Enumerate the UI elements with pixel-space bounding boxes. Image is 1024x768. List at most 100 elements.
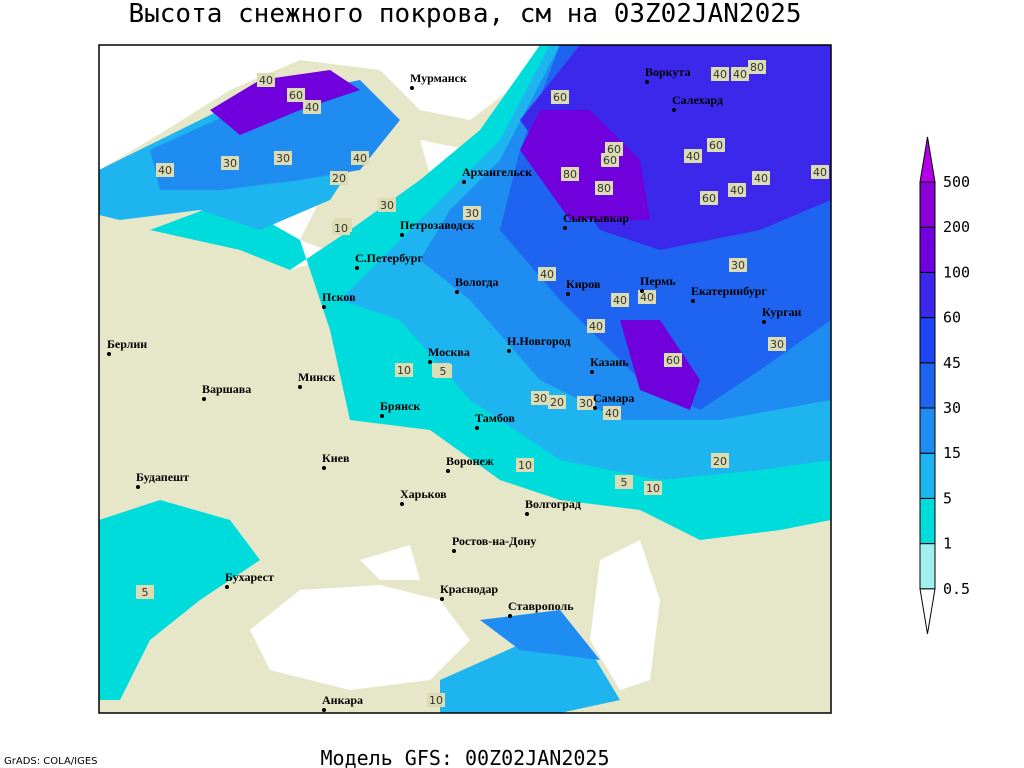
colorbar-box	[919, 362, 936, 409]
contour-label-bg	[595, 181, 613, 195]
contour-label-bg	[711, 454, 729, 468]
contour-label-bg	[684, 149, 702, 163]
contour-label-bg	[395, 363, 413, 377]
credit: GrADS: COLA/IGES	[4, 756, 98, 767]
colorbar-box	[919, 317, 936, 364]
contour-label: 40	[158, 164, 172, 177]
contour-label-bg	[711, 67, 729, 81]
contour-label: 30	[465, 207, 479, 220]
city-label: Екатеринбург	[691, 284, 767, 298]
contour-label: 80	[750, 61, 764, 74]
contour-label-bg	[516, 458, 534, 472]
contour-label-bg	[611, 293, 629, 307]
city-label: Воркута	[645, 65, 690, 79]
city-label: Краснодар	[440, 582, 498, 596]
city-label: Бухарест	[225, 570, 274, 584]
contour-label: 40	[754, 172, 768, 185]
contour-label-bg	[638, 290, 656, 304]
contour-label: 10	[518, 459, 532, 472]
city-label: Минск	[298, 370, 335, 384]
city-label: Харьков	[400, 487, 447, 501]
contour-label-bg	[561, 167, 579, 181]
city-dot	[428, 360, 432, 364]
contour-label-bg	[752, 171, 770, 185]
contour-label: 20	[332, 172, 346, 185]
contour-label-bg	[330, 171, 348, 185]
city-dot	[322, 708, 326, 712]
city-label: Варшава	[202, 382, 251, 396]
city-dot	[225, 585, 229, 589]
contour-label: 60	[603, 154, 617, 167]
contour-label-bg	[136, 585, 154, 599]
colorbar-label: 0.5	[943, 580, 970, 598]
city-label: Н.Новгород	[507, 334, 570, 348]
contour-label-bg	[605, 142, 623, 156]
contour-label: 40	[730, 184, 744, 197]
city-label: Ставрополь	[508, 599, 574, 613]
colorbar-box	[919, 271, 936, 319]
city-label: Вологда	[455, 275, 499, 289]
contour-label-bg	[587, 319, 605, 333]
contour-label-bg	[551, 90, 569, 104]
city-label: Киров	[566, 277, 601, 291]
city-label: Псков	[322, 290, 356, 304]
contour-label-bg	[531, 391, 549, 405]
contour-label-bg	[378, 198, 396, 212]
colorbar-box	[919, 497, 936, 545]
city-dot	[566, 292, 570, 296]
city-label: Ростов-на-Дону	[452, 534, 536, 548]
city-dot	[672, 108, 676, 112]
city-label: Москва	[428, 345, 470, 359]
contour-label-bg	[731, 67, 749, 81]
contour-label: 30	[579, 397, 593, 410]
city-label: Будапешт	[136, 470, 189, 484]
city-dot	[107, 352, 111, 356]
contour-label: 5	[440, 365, 447, 378]
contour-label: 40	[713, 68, 727, 81]
contour-label-bg	[548, 395, 566, 409]
contour-label: 40	[353, 152, 367, 165]
colorbar-label: 45	[943, 354, 961, 372]
contour-label-bg	[351, 151, 369, 165]
city-label: Пермь	[640, 274, 676, 288]
colorbar-label: 500	[943, 173, 970, 191]
contour-label-bg	[615, 475, 633, 489]
city-label: Петрозаводск	[400, 218, 475, 232]
colorbar-label: 1	[943, 535, 952, 553]
colorbar-box	[919, 226, 936, 273]
colorbar-label: 200	[943, 218, 970, 236]
contour-label: 40	[605, 407, 619, 420]
city-dot	[507, 349, 511, 353]
city-dot	[400, 233, 404, 237]
contour-label-bg	[434, 364, 452, 378]
city-dot	[380, 414, 384, 418]
contour-label: 30	[731, 259, 745, 272]
city-dot	[593, 406, 597, 410]
contour-label: 80	[597, 182, 611, 195]
city-label: С.Петербург	[355, 251, 423, 265]
contour-label: 5	[142, 586, 149, 599]
city-dot	[691, 299, 695, 303]
city-label: Волгоград	[525, 497, 581, 511]
contour-label: 40	[540, 268, 554, 281]
city-dot	[452, 549, 456, 553]
contour-label-bg	[577, 396, 595, 410]
contour-label: 40	[686, 150, 700, 163]
colorbar-label: 5	[943, 489, 952, 507]
contour-label: 60	[709, 139, 723, 152]
contour-label: 40	[589, 320, 603, 333]
city-dot	[508, 614, 512, 618]
city-dot	[322, 466, 326, 470]
city-dot	[455, 290, 459, 294]
city-label: Воронеж	[446, 454, 494, 468]
colorbar-label: 30	[943, 399, 961, 417]
colorbar-label: 100	[943, 263, 970, 281]
contour-label: 30	[380, 199, 394, 212]
city-dot	[136, 485, 140, 489]
contour-label: 30	[533, 392, 547, 405]
contour-label-bg	[728, 183, 746, 197]
map-frame	[98, 44, 832, 714]
city-dot	[563, 226, 567, 230]
contour-label: 10	[397, 364, 411, 377]
